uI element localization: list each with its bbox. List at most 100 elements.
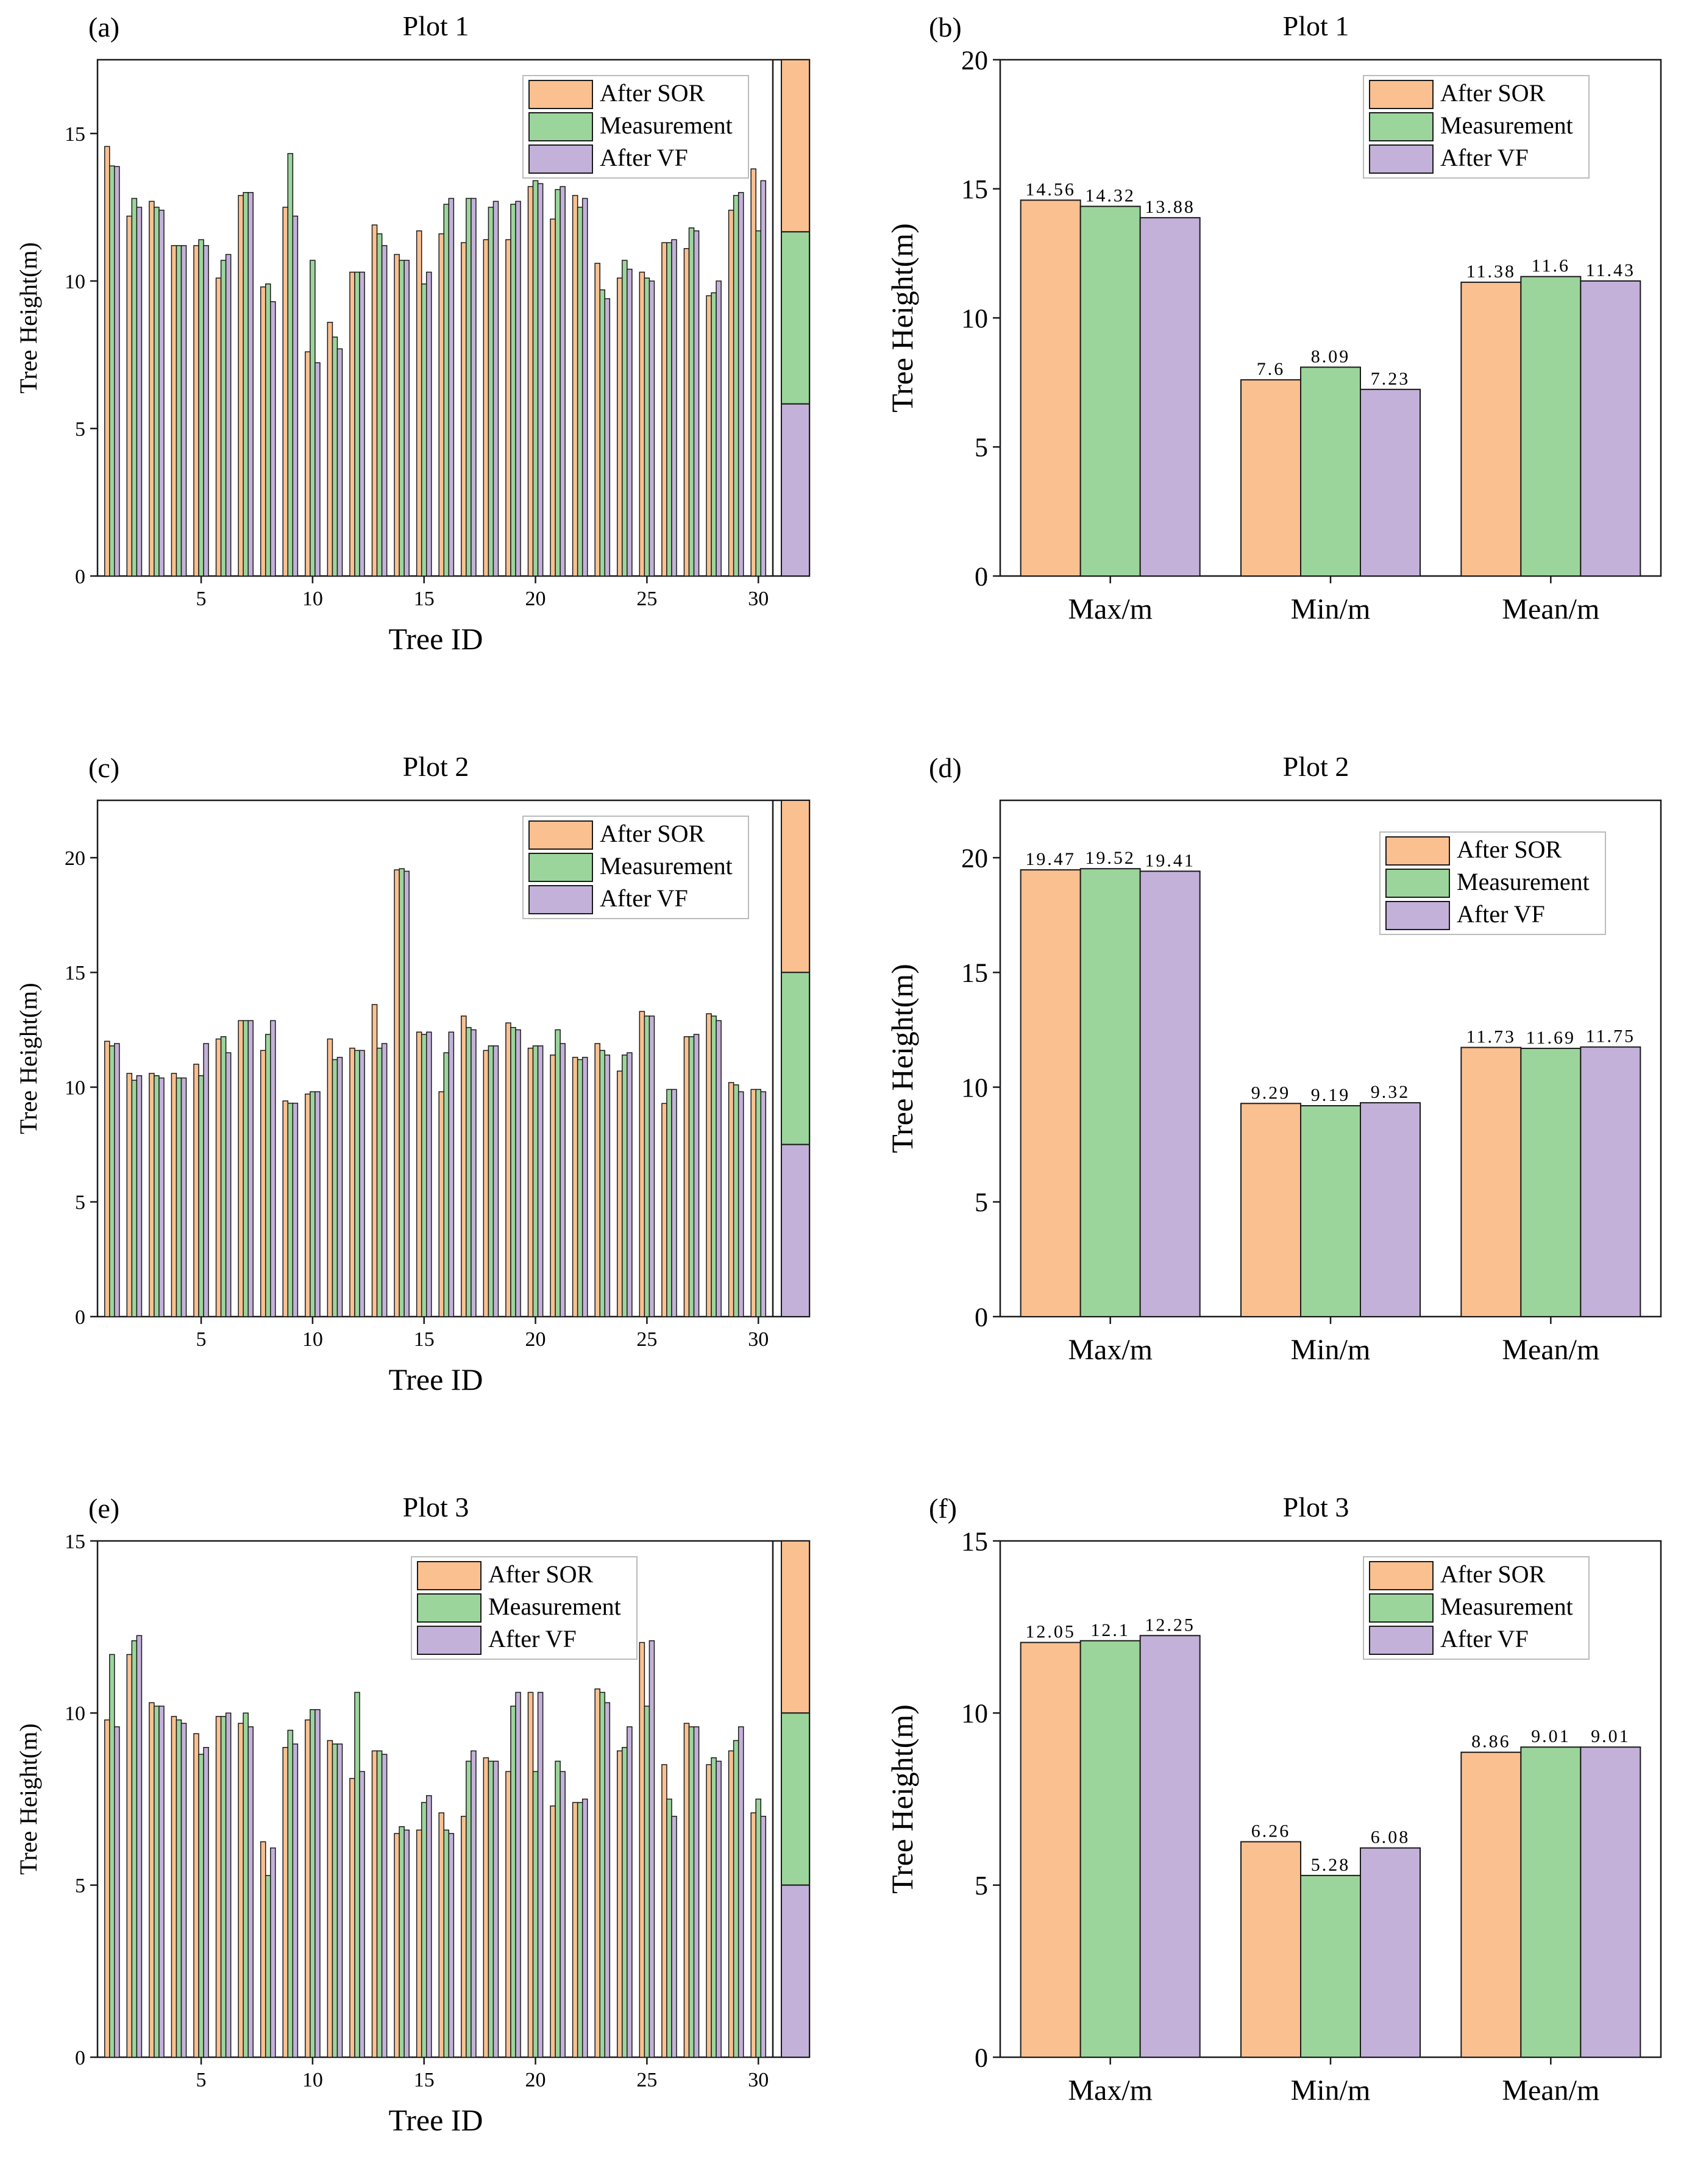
bar [604, 298, 611, 577]
y-tick-label: 5 [75, 418, 85, 441]
bar [176, 245, 182, 577]
bar [403, 1829, 410, 2058]
bar [555, 189, 561, 577]
bar [733, 1740, 739, 2058]
bar [622, 1747, 628, 2058]
chart-title: Plot 1 [1283, 10, 1349, 41]
bar [1460, 282, 1522, 577]
legend-swatch [1369, 144, 1434, 174]
bar [760, 180, 767, 577]
data-label: 19.52 [1085, 848, 1135, 868]
bar [688, 1726, 695, 2058]
legend-swatch [417, 1626, 482, 1655]
bar [627, 1052, 633, 1317]
x-axis-label: Tree ID [388, 2103, 483, 2137]
y-tick-label: 15 [961, 1526, 988, 1556]
bar [349, 1777, 355, 2058]
bar [376, 1750, 383, 2058]
y-tick-label: 10 [961, 1699, 988, 1729]
data-label: 6.08 [1371, 1827, 1410, 1848]
y-tick-label: 0 [975, 2043, 988, 2072]
bar [376, 1047, 383, 1317]
bar [706, 1013, 712, 1317]
legend-label: Measurement [1440, 1593, 1573, 1620]
bar [425, 1031, 432, 1317]
x-tick-label: 25 [636, 588, 657, 610]
bar [154, 1075, 160, 1317]
bar [716, 1760, 722, 2058]
legend-swatch [528, 853, 593, 882]
bar [505, 239, 511, 577]
bar [220, 1716, 227, 2058]
bar [555, 1029, 561, 1317]
bar [750, 168, 756, 577]
bar [270, 301, 276, 577]
x-category-label: Mean/m [1502, 593, 1599, 625]
bar [176, 1719, 182, 2058]
bar [488, 1045, 494, 1317]
bar [425, 271, 432, 577]
bar [683, 248, 690, 577]
bar [381, 1043, 388, 1317]
data-label: 8.86 [1471, 1732, 1511, 1752]
bar [1139, 217, 1201, 577]
bar [131, 1640, 138, 2058]
bar [108, 1654, 115, 2058]
bar [1520, 1746, 1582, 2058]
bar [711, 292, 717, 577]
bar [1580, 280, 1641, 577]
color-strip-segment [781, 1540, 810, 1714]
x-tick-label: 5 [196, 1328, 207, 1351]
bar [198, 1754, 204, 2058]
bar [354, 271, 360, 577]
panel-label: (f) [929, 1493, 957, 1524]
bar [1360, 1847, 1421, 2058]
legend-swatch [1385, 836, 1450, 866]
bar [1240, 1103, 1301, 1317]
bar [421, 1034, 427, 1317]
data-label: 9.19 [1311, 1085, 1351, 1105]
y-tick-label: 10 [961, 304, 988, 333]
bar [443, 204, 450, 577]
y-tick-label: 10 [65, 1076, 85, 1099]
bar [403, 260, 410, 577]
bar [733, 1084, 739, 1317]
bar [399, 260, 405, 577]
bar [180, 1723, 187, 2058]
bar [560, 186, 566, 577]
bar [203, 1747, 209, 2058]
bar [158, 1706, 165, 2058]
color-strip-segment [781, 1144, 810, 1318]
bar [421, 1802, 427, 2058]
bar [305, 351, 311, 577]
bar [599, 289, 606, 577]
x-tick-label: 30 [748, 1328, 769, 1351]
y-axis-label: Tree Height(m) [15, 242, 42, 393]
bar [711, 1016, 717, 1317]
bar [755, 1089, 762, 1317]
bar [403, 870, 410, 1317]
bar [671, 1089, 677, 1317]
bar [1240, 1841, 1301, 2058]
legend-label: After SOR [488, 1560, 594, 1588]
bar [421, 283, 427, 577]
x-tick-label: 25 [636, 1328, 657, 1351]
legend-swatch [1369, 1626, 1434, 1655]
data-label: 11.75 [1586, 1026, 1635, 1047]
x-tick-label: 15 [414, 2069, 435, 2091]
bar [550, 1055, 556, 1317]
data-label: 19.41 [1145, 850, 1195, 870]
bar [443, 1829, 450, 2058]
x-category-label: Max/m [1068, 2074, 1153, 2107]
bar [260, 1841, 266, 2058]
bar [247, 192, 254, 577]
chart-title: Plot 2 [403, 751, 469, 782]
data-label: 11.38 [1466, 261, 1516, 282]
legend-swatch [417, 1593, 482, 1623]
y-axis-label: Tree Height(m) [15, 1723, 42, 1874]
bar [466, 197, 472, 577]
y-tick-label: 5 [975, 1187, 988, 1217]
bar [492, 1760, 499, 2058]
bar [760, 1091, 767, 1317]
bar [581, 1056, 588, 1317]
